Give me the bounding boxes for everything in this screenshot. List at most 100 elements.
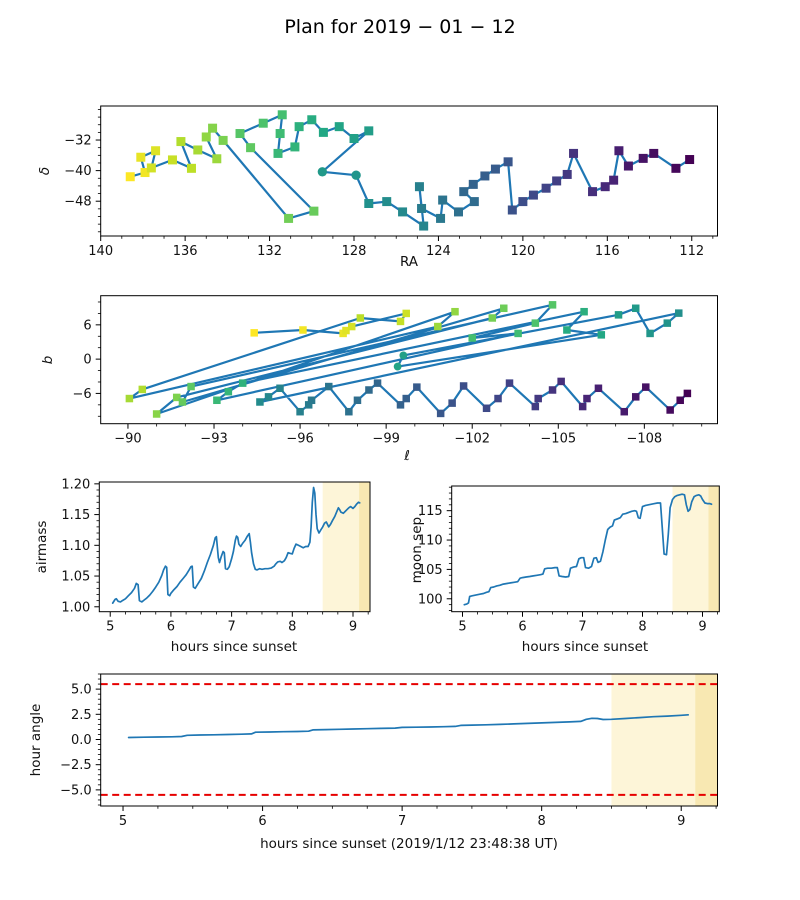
- y-axis-label: airmass: [34, 521, 50, 574]
- x-axis-label: RA: [400, 254, 419, 270]
- x-tick-label: 9: [677, 814, 685, 829]
- y-axis-label: hour angle: [28, 704, 44, 777]
- target-marker: [167, 155, 177, 165]
- x-tick-label: −105: [540, 432, 576, 447]
- target-marker: [176, 137, 186, 147]
- target-marker: [250, 329, 258, 337]
- x-tick-label: 5: [106, 620, 114, 635]
- y-tick-label: −6: [73, 387, 92, 402]
- current-position-marker: [393, 362, 402, 371]
- target-marker: [307, 396, 316, 405]
- target-marker: [256, 398, 264, 406]
- x-tick-label: 5: [458, 620, 466, 635]
- target-marker: [299, 326, 307, 334]
- y-tick-label: 105: [418, 563, 443, 578]
- target-marker: [284, 213, 294, 223]
- target-marker: [594, 384, 603, 393]
- x-tick-label: 6: [518, 620, 526, 635]
- target-marker: [187, 382, 195, 391]
- target-marker: [365, 386, 373, 394]
- target-marker: [373, 379, 382, 387]
- y-tick-label: 115: [418, 504, 443, 519]
- target-marker: [488, 314, 497, 322]
- target-marker: [413, 383, 421, 391]
- target-marker: [152, 410, 161, 418]
- target-marker: [514, 329, 522, 338]
- target-marker: [345, 407, 353, 416]
- target-marker: [459, 187, 469, 197]
- target-marker: [528, 190, 538, 200]
- x-tick-label: 9: [349, 620, 357, 635]
- y-axis-label: b: [40, 356, 56, 365]
- target-marker: [294, 122, 304, 132]
- y-tick-label: −48: [64, 195, 91, 210]
- target-marker: [666, 406, 674, 414]
- target-marker: [480, 171, 490, 181]
- twilight-band: [695, 674, 718, 806]
- current-position-marker: [351, 170, 361, 180]
- target-marker: [334, 122, 344, 132]
- target-marker: [417, 203, 427, 213]
- axes-spines: [451, 485, 720, 613]
- target-marker: [518, 197, 528, 207]
- target-marker: [342, 326, 350, 335]
- target-marker: [296, 407, 304, 416]
- target-marker: [304, 401, 313, 409]
- target-marker: [562, 169, 572, 179]
- target-marker: [364, 126, 374, 136]
- x-tick-label: −108: [626, 432, 662, 447]
- x-tick-label: −93: [200, 432, 227, 447]
- x-tick-label: 8: [538, 814, 546, 829]
- target-marker: [453, 207, 463, 217]
- y-tick-label: 110: [418, 534, 443, 549]
- target-marker: [275, 129, 285, 139]
- target-marker: [258, 118, 268, 128]
- y-tick-label: −5.0: [60, 783, 92, 798]
- target-marker: [436, 409, 445, 418]
- target-marker: [172, 393, 181, 402]
- y-tick-label: 5.0: [71, 683, 92, 698]
- x-tick-label: 7: [578, 620, 586, 635]
- x-tick-label: 116: [595, 244, 620, 259]
- target-marker: [125, 394, 134, 403]
- x-tick-label: 5: [119, 814, 127, 829]
- y-tick-label: 1.10: [61, 539, 90, 554]
- target-marker: [212, 154, 222, 164]
- x-tick-label: 136: [173, 244, 198, 259]
- twilight-band: [611, 674, 696, 806]
- target-marker: [276, 384, 284, 393]
- y-tick-label: −40: [64, 164, 91, 179]
- target-marker: [541, 183, 551, 193]
- target-marker: [140, 168, 150, 178]
- x-tick-label: 128: [342, 244, 367, 259]
- target-marker: [597, 331, 606, 339]
- target-marker: [436, 213, 446, 223]
- target-marker: [675, 309, 683, 317]
- y-tick-label: 0.0: [71, 733, 92, 748]
- target-marker: [563, 326, 571, 334]
- x-tick-label: 6: [258, 814, 266, 829]
- x-axis-label: hours since sunset (2019/1/12 23:48:38 U…: [260, 836, 558, 852]
- y-tick-label: 1.00: [61, 600, 90, 615]
- x-tick-label: 7: [227, 620, 235, 635]
- target-marker: [151, 146, 161, 156]
- target-marker: [396, 401, 405, 409]
- target-marker: [583, 394, 591, 403]
- x-axis-label: hours since sunset: [171, 639, 297, 655]
- y-axis-label: δ: [37, 167, 53, 175]
- figure-title: Plan for 2019 − 01 − 12: [284, 16, 516, 38]
- target-marker: [309, 206, 319, 216]
- x-tick-label: 7: [398, 814, 406, 829]
- target-marker: [398, 207, 408, 217]
- target-marker: [434, 322, 442, 331]
- target-marker: [663, 319, 672, 327]
- x-axis-label: hours since sunset: [522, 639, 648, 655]
- x-tick-label: −99: [372, 432, 399, 447]
- axes-spines: [100, 295, 718, 425]
- target-marker: [125, 172, 135, 182]
- target-marker: [235, 129, 245, 139]
- x-tick-label: −96: [286, 432, 313, 447]
- x-tick-label: 9: [698, 620, 706, 635]
